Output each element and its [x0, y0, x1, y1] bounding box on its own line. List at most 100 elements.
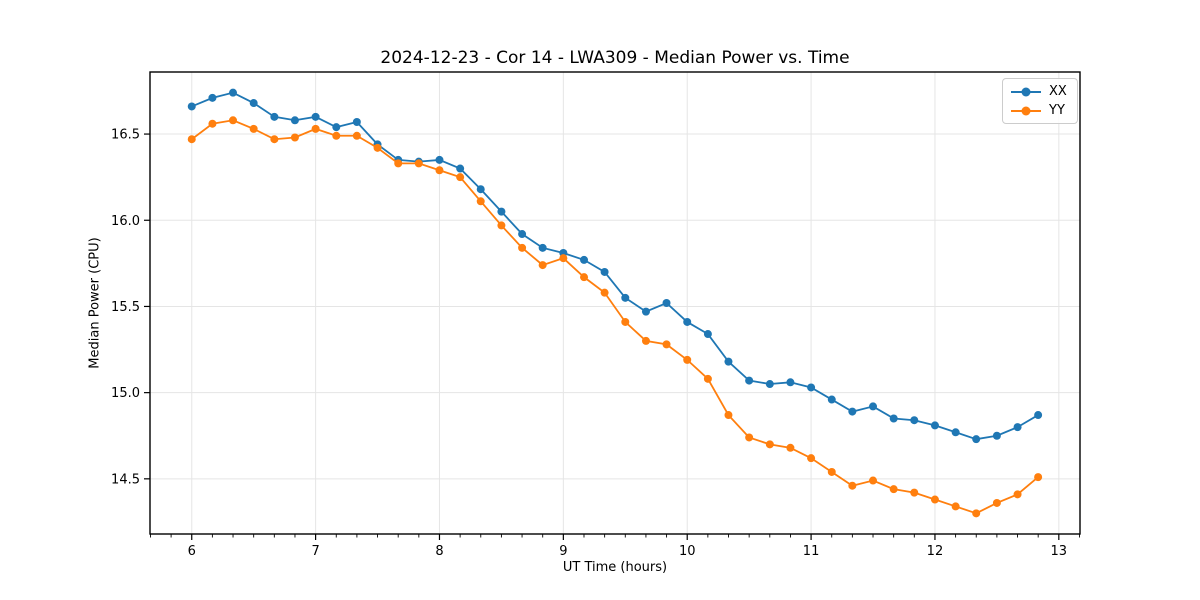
- data-point-yy: [889, 485, 898, 494]
- data-point-xx: [228, 88, 237, 97]
- data-point-xx: [456, 164, 465, 173]
- data-point-yy: [311, 124, 320, 133]
- data-point-yy: [270, 135, 279, 144]
- data-point-yy: [497, 221, 506, 230]
- series-yy: [187, 116, 1043, 518]
- data-point-yy: [228, 116, 237, 125]
- chart-title: 2024-12-23 - Cor 14 - LWA309 - Median Po…: [380, 48, 850, 68]
- data-point-yy: [910, 488, 919, 497]
- data-point-yy: [992, 498, 1001, 507]
- data-point-yy: [662, 340, 671, 349]
- series-line-yy: [191, 119, 1039, 515]
- data-point-xx: [641, 307, 650, 316]
- data-point-yy: [1013, 490, 1022, 499]
- legend-label-yy: YY: [1049, 103, 1065, 118]
- data-point-xx: [827, 395, 836, 404]
- data-point-xx: [187, 102, 196, 111]
- data-point-yy: [827, 467, 836, 476]
- data-point-yy: [745, 433, 754, 442]
- data-point-xx: [930, 421, 939, 430]
- data-point-yy: [394, 159, 403, 168]
- grid: [150, 72, 1080, 534]
- x-tick-label: 6: [188, 544, 196, 559]
- data-point-yy: [352, 131, 361, 140]
- data-point-xx: [786, 378, 795, 387]
- series-line-xx: [191, 91, 1039, 441]
- ticks: 6 7 8 9 10 11 12 13 14.5 15.0 15.5 16.0 16.5: [111, 128, 1080, 559]
- data-point-xx: [724, 357, 733, 366]
- data-point-yy: [208, 119, 217, 128]
- data-point-xx: [311, 112, 320, 121]
- data-point-yy: [559, 254, 568, 263]
- x-tick-label: 10: [679, 544, 696, 559]
- data-point-yy: [538, 261, 547, 270]
- data-point-xx: [497, 207, 506, 216]
- y-tick-label: 15.0: [111, 386, 140, 401]
- legend-marker-xx: [1011, 87, 1041, 97]
- data-point-xx: [332, 123, 341, 132]
- data-point-xx: [352, 117, 361, 126]
- data-point-yy: [1034, 473, 1043, 482]
- data-point-yy: [249, 124, 258, 133]
- legend-item-yy: YY: [1011, 103, 1067, 118]
- data-point-yy: [703, 374, 712, 383]
- data-point-yy: [518, 243, 527, 252]
- data-point-xx: [745, 376, 754, 385]
- legend-label-xx: XX: [1049, 84, 1067, 99]
- data-point-xx: [992, 431, 1001, 440]
- data-point-xx: [518, 230, 527, 239]
- data-point-xx: [580, 255, 589, 264]
- data-point-xx: [951, 428, 960, 437]
- x-tick-label: 13: [1051, 544, 1068, 559]
- data-point-xx: [1013, 423, 1022, 432]
- x-tick-label: 8: [435, 544, 443, 559]
- y-tick-label: 15.5: [111, 300, 140, 315]
- data-point-yy: [683, 355, 692, 364]
- data-point-xx: [662, 299, 671, 307]
- data-point-yy: [848, 481, 857, 490]
- data-point-yy: [972, 509, 981, 518]
- legend-item-xx: XX: [1011, 84, 1067, 99]
- axes-spines: [149, 71, 1081, 535]
- data-point-xx: [683, 317, 692, 326]
- data-point-xx: [889, 414, 898, 423]
- data-point-yy: [951, 502, 960, 511]
- y-axis-label: Median Power (CPU): [87, 237, 103, 369]
- data-point-yy: [290, 133, 299, 142]
- x-tick-label: 7: [311, 544, 319, 559]
- data-point-yy: [456, 173, 465, 182]
- data-point-yy: [765, 440, 774, 449]
- data-point-yy: [580, 273, 589, 282]
- data-point-yy: [435, 166, 444, 175]
- data-point-yy: [641, 336, 650, 345]
- x-tick-label: 11: [803, 544, 820, 559]
- data-point-yy: [600, 288, 609, 297]
- data-point-yy: [786, 443, 795, 452]
- data-point-xx: [538, 243, 547, 252]
- y-tick-label: 16.5: [111, 128, 140, 143]
- data-point-xx: [869, 402, 878, 411]
- data-point-xx: [703, 330, 712, 339]
- data-point-xx: [208, 93, 217, 102]
- data-point-yy: [724, 411, 733, 420]
- data-point-xx: [435, 155, 444, 164]
- data-point-yy: [187, 135, 196, 144]
- data-point-xx: [476, 185, 485, 194]
- data-point-yy: [869, 476, 878, 485]
- legend: XX YY: [1002, 78, 1078, 124]
- data-point-yy: [373, 143, 382, 152]
- y-tick-label: 14.5: [111, 472, 140, 487]
- data-point-xx: [249, 99, 258, 108]
- legend-marker-yy: [1011, 106, 1041, 116]
- data-point-xx: [972, 435, 981, 444]
- data-point-xx: [290, 116, 299, 125]
- data-point-xx: [621, 293, 630, 302]
- data-point-xx: [1034, 411, 1043, 420]
- data-point-yy: [621, 317, 630, 326]
- data-point-yy: [332, 131, 341, 140]
- data-point-xx: [600, 267, 609, 276]
- x-tick-label: 9: [559, 544, 567, 559]
- data-point-xx: [910, 416, 919, 425]
